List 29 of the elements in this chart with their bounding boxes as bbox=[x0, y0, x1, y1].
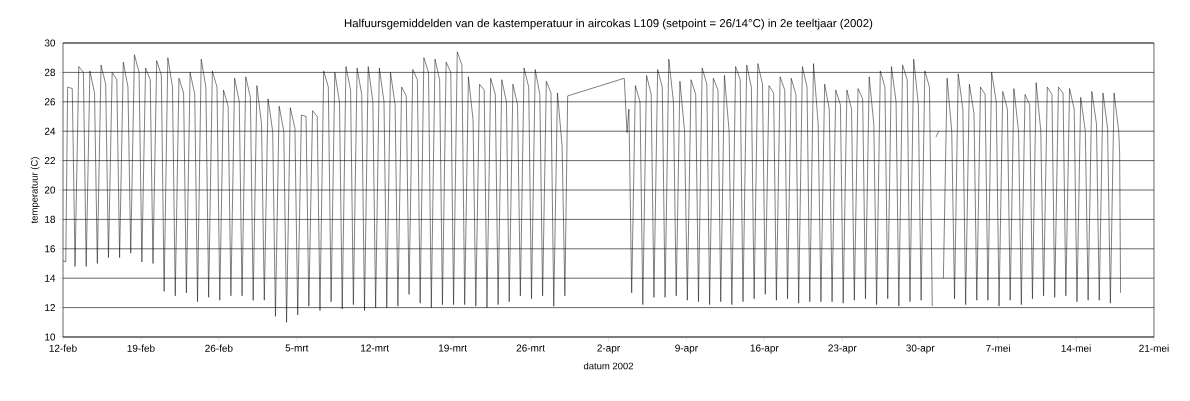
y-tick-label: 30 bbox=[44, 39, 56, 47]
x-tick-label: 16-apr bbox=[750, 344, 779, 354]
x-tick-label: 21-mei bbox=[1139, 344, 1169, 352]
x-tick-label: 14-mei bbox=[1061, 344, 1091, 352]
y-axis-title: temperatuur (C) bbox=[30, 157, 40, 224]
x-tick-label: 12-mrt bbox=[361, 344, 390, 352]
x-axis-title: datum 2002 bbox=[583, 362, 633, 370]
y-tick-label: 24 bbox=[44, 127, 56, 135]
x-tick-label: 26-feb bbox=[205, 344, 233, 352]
y-tick-label: 10 bbox=[45, 333, 56, 341]
chart-title: Halfuursgemiddelden van de kastemperatuur in aircokas L109 (setpoint = 26/14°C) in 2e teeltjaar (2002) bbox=[344, 18, 873, 30]
x-tick-label: 26-mrt bbox=[516, 344, 545, 352]
y-tick-label: 16 bbox=[45, 245, 56, 253]
x-tick-label: 30-apr bbox=[906, 344, 935, 354]
y-tick-label: 18 bbox=[45, 215, 56, 223]
y-tick-label: 12 bbox=[45, 304, 55, 312]
y-tick-label: 22 bbox=[44, 157, 55, 165]
x-tick-label: 23-apr bbox=[828, 344, 857, 354]
x-tick-label: 19-feb bbox=[127, 344, 155, 352]
x-tick-label: 7-mei bbox=[986, 344, 1010, 352]
x-tick-label: 5-mrt bbox=[285, 344, 309, 352]
x-tick-label: 19-mrt bbox=[439, 344, 467, 352]
x-tick-label: 12-feb bbox=[49, 344, 77, 352]
x-tick-label: 9-apr bbox=[675, 344, 698, 354]
y-tick-label: 14 bbox=[45, 274, 56, 282]
y-tick-label: 20 bbox=[44, 186, 56, 194]
x-tick-label: 2-apr bbox=[597, 344, 620, 354]
y-tick-label: 26 bbox=[44, 98, 56, 106]
y-tick-label: 28 bbox=[44, 68, 56, 76]
